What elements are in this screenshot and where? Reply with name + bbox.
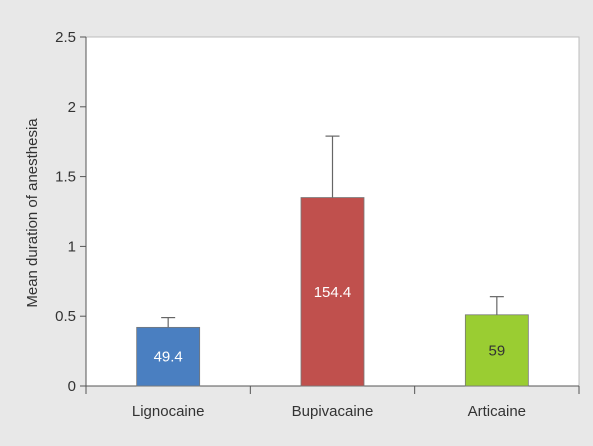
y-axis-title: Mean duration of anesthesia [24, 118, 41, 308]
x-tick-label-articaine: Articaine [468, 403, 526, 420]
bar-articaine [464, 314, 529, 387]
data-label-articaine: 59 [488, 342, 505, 359]
data-label-lignocaine: 49.4 [154, 349, 183, 366]
y-tick-label-4: 2 [68, 99, 76, 116]
bar-bupivacaine [300, 197, 365, 387]
y-tick-label-3: 1.5 [55, 169, 76, 186]
y-tick-label-0: 0 [68, 378, 76, 395]
x-tick-label-lignocaine: Lignocaine [132, 403, 205, 420]
y-tick-label-2: 1 [68, 238, 76, 255]
y-tick-label-1: 0.5 [55, 308, 76, 325]
x-tick-label-bupivacaine: Bupivacaine [292, 403, 374, 420]
y-tick-label-5: 2.5 [55, 29, 76, 46]
data-label-bupivacaine: 154.4 [314, 284, 352, 301]
